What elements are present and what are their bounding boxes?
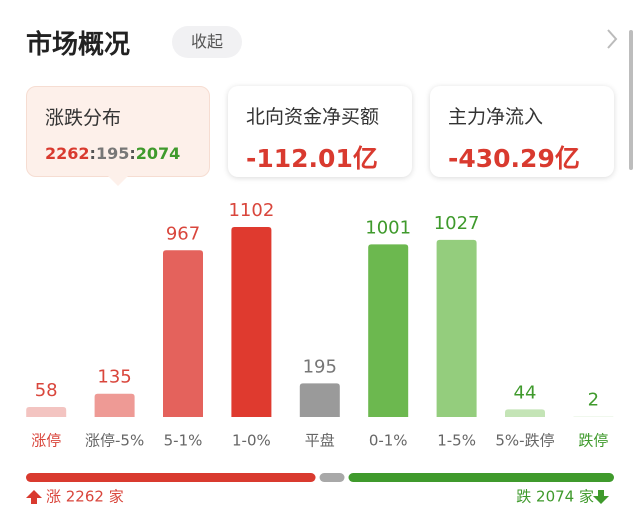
x-tick-label: 5%-跌停 xyxy=(495,432,554,450)
card-value: -430.29亿 xyxy=(448,144,580,173)
bar xyxy=(299,383,340,417)
x-tick-label: 5-1% xyxy=(164,432,203,450)
value-label: 58 xyxy=(35,380,58,401)
x-tick-label: 0-1% xyxy=(369,432,408,450)
down-count: 2074 xyxy=(135,144,181,163)
card-title: 主力净流入 xyxy=(448,106,544,128)
ratio-segment xyxy=(348,473,614,482)
bar xyxy=(505,409,545,417)
x-tick-label: 平盘 xyxy=(305,432,335,450)
chart: 涨 2262 家 跌 2074 家 涨停 58 涨停-5% 135 5-1% 967 1-0… xyxy=(26,200,614,506)
value-label: 195 xyxy=(303,356,337,377)
up-count: 2262 xyxy=(45,144,90,163)
value-label: 1102 xyxy=(228,200,274,221)
chevron[interactable] xyxy=(607,29,618,49)
section-title: 市场概况 xyxy=(26,30,131,60)
value-label: 44 xyxy=(514,382,537,403)
x-tick-label: 涨停-5% xyxy=(85,432,144,450)
down-arrow xyxy=(593,490,609,504)
flat-count: 195 xyxy=(95,144,130,163)
ratio-segment xyxy=(319,473,345,482)
summary: 2262:195:2074 xyxy=(45,144,209,163)
decor xyxy=(607,29,633,170)
x-tick-label: 跌停 xyxy=(578,432,608,450)
x-tick-label: 涨停 xyxy=(31,432,61,450)
separator: : xyxy=(89,144,96,163)
card[interactable]: 涨跌分布 2262:195:2074 xyxy=(26,86,210,177)
pointer xyxy=(108,176,128,186)
bar xyxy=(163,250,203,417)
card-title: 涨跌分布 xyxy=(45,107,122,129)
card[interactable]: 主力净流入 -430.29亿 xyxy=(430,86,614,177)
x-tick-label: 1-0% xyxy=(232,432,271,450)
bar xyxy=(368,244,409,417)
scrollbar xyxy=(629,30,633,170)
ratio-segment xyxy=(26,473,316,482)
x-tick-label: 1-5% xyxy=(437,432,476,450)
value-label: 135 xyxy=(97,367,131,388)
bar xyxy=(436,239,477,417)
value-label: 967 xyxy=(166,223,200,244)
footer-up: 涨 2262 家 xyxy=(46,488,124,506)
value-label: 1027 xyxy=(434,213,480,234)
card-title: 北向资金净买额 xyxy=(246,106,380,128)
value-label: 1001 xyxy=(365,217,411,238)
bar xyxy=(26,407,67,417)
footer-down: 跌 2074 家 xyxy=(516,488,594,506)
card[interactable]: 北向资金净买额 -112.01亿 xyxy=(228,86,412,177)
collapse-button[interactable]: 收起 xyxy=(172,26,242,58)
up-arrow xyxy=(26,490,42,504)
value-label: 2 xyxy=(588,390,599,411)
bar xyxy=(231,227,272,417)
bar xyxy=(94,393,135,417)
separator: : xyxy=(129,144,136,163)
card-value: -112.01亿 xyxy=(246,144,378,173)
